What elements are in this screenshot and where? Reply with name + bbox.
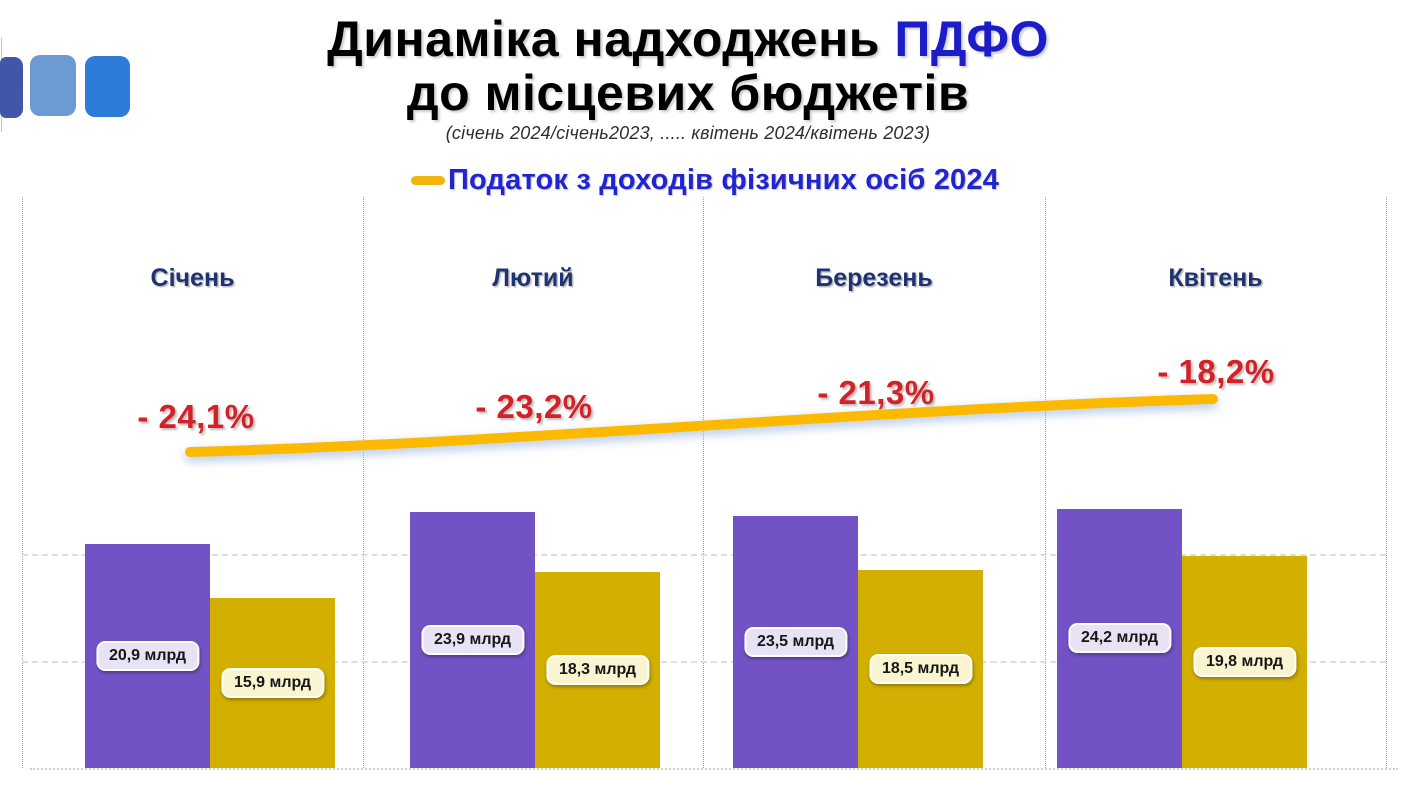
value-chip: 19,8 млрд: [1192, 646, 1297, 677]
column-separator-line: [363, 197, 364, 768]
bar-purple-2: 23,5 млрд: [733, 516, 858, 768]
value-chip: 23,5 млрд: [743, 627, 848, 658]
value-chip: 15,9 млрд: [220, 667, 325, 698]
column-separator-line: [1386, 197, 1387, 768]
legend-label: Податок з доходів фізичних осіб 2024: [447, 163, 1000, 196]
bar-purple-3: 24,2 млрд: [1057, 508, 1182, 768]
bar-gold-2: 18,5 млрд: [858, 569, 983, 768]
title-text-accent: ПДФО: [894, 11, 1049, 67]
column-separator-line: [1045, 197, 1046, 768]
logo-square-lightblue: [30, 55, 76, 116]
value-chip: 18,5 млрд: [868, 653, 973, 684]
page-title-line1: Динаміка надходжень ПДФО: [0, 12, 1376, 66]
yoy-change-label: - 23,2%: [475, 388, 593, 425]
value-chip: 20,9 млрд: [95, 640, 200, 671]
yoy-change-label: - 21,3%: [817, 374, 935, 411]
bar-gold-0: 15,9 млрд: [210, 597, 335, 768]
bar-purple-1: 23,9 млрд: [410, 511, 535, 768]
bar-purple-0: 20,9 млрд: [85, 543, 210, 768]
bar-gold-1: 18,3 млрд: [535, 571, 660, 768]
bar-gold-3: 19,8 млрд: [1182, 555, 1307, 768]
value-chip: 18,3 млрд: [545, 654, 650, 685]
month-label: Березень: [815, 264, 933, 292]
gridline: [22, 660, 1386, 663]
gridline: [22, 553, 1386, 556]
month-label: Січень: [150, 264, 235, 292]
title-subtitle: (січень 2024/січень2023, ..... квітень 2…: [445, 123, 931, 143]
value-chip: 24,2 млрд: [1067, 623, 1172, 654]
page-title-line2: до місцевих бюджетів: [406, 65, 970, 121]
logo-square-indigo: [0, 57, 23, 118]
title-text-black: Динаміка надходжень: [327, 11, 895, 67]
value-chip: 23,9 млрд: [420, 624, 525, 655]
title-block: Динаміка надходжень ПДФО до місцевих бюд…: [0, 12, 1376, 144]
yoy-change-label: - 18,2%: [1157, 353, 1275, 390]
yoy-change-label: - 24,1%: [137, 398, 255, 435]
month-label: Квітень: [1168, 264, 1263, 292]
legend: Податок з доходів фізичних осіб 2024: [0, 161, 1410, 199]
month-label: Лютий: [492, 264, 574, 292]
legend-line-swatch-icon: [410, 175, 445, 185]
column-separator-line: [703, 197, 704, 768]
axis-baseline: [30, 768, 1398, 770]
column-separator-line: [22, 197, 23, 768]
logo-square-blue: [85, 56, 130, 117]
